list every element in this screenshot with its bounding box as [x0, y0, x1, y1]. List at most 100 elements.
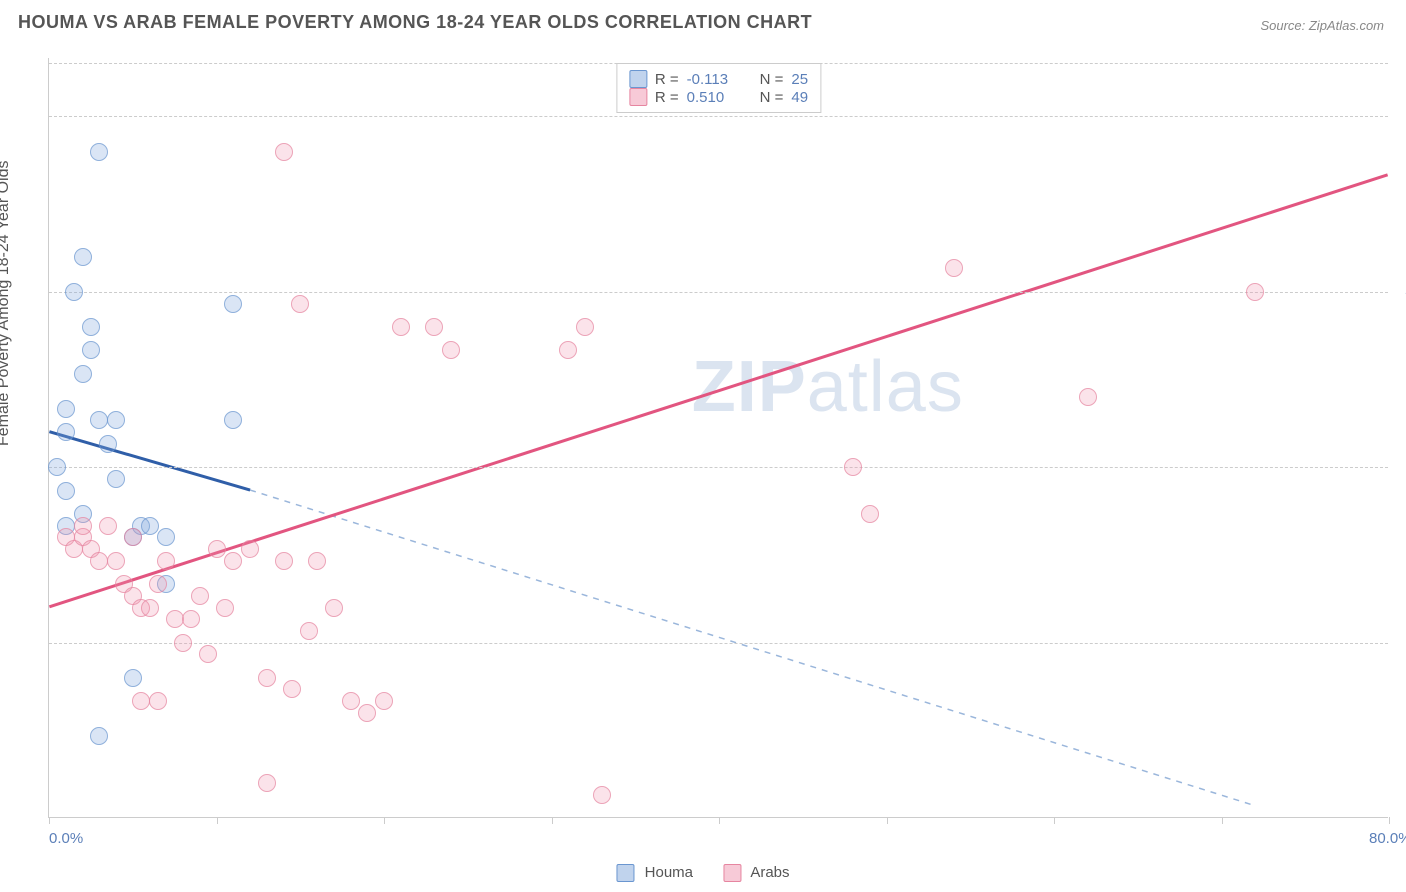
data-point — [107, 411, 125, 429]
data-point — [283, 680, 301, 698]
gridline — [49, 292, 1388, 293]
data-point — [945, 259, 963, 277]
gridline — [49, 467, 1388, 468]
xtick-label: 80.0% — [1369, 830, 1406, 847]
data-point — [342, 692, 360, 710]
gridline — [49, 116, 1388, 117]
data-point — [241, 540, 259, 558]
chart-title: HOUMA VS ARAB FEMALE POVERTY AMONG 18-24… — [18, 12, 812, 33]
gridline — [49, 643, 1388, 644]
y-axis-label: Female Poverty Among 18-24 Year Olds — [0, 161, 13, 447]
data-point — [90, 727, 108, 745]
legend-item-arabs: Arabs — [723, 864, 790, 882]
data-point — [157, 552, 175, 570]
xtick — [1054, 817, 1055, 824]
n-label: N = — [760, 71, 784, 88]
data-point — [425, 318, 443, 336]
data-point — [74, 517, 92, 535]
legend-label-houma: Houma — [645, 864, 693, 881]
data-point — [300, 622, 318, 640]
data-point — [593, 786, 611, 804]
data-point — [90, 143, 108, 161]
xtick — [719, 817, 720, 824]
data-point — [149, 575, 167, 593]
data-point — [1246, 283, 1264, 301]
data-point — [74, 248, 92, 266]
swatch-blue-icon — [629, 70, 647, 88]
legend-label-arabs: Arabs — [750, 864, 789, 881]
data-point — [48, 458, 66, 476]
xtick — [1389, 817, 1390, 824]
correlation-legend: R = -0.113 N = 25 R = 0.510 N = 49 — [616, 63, 821, 113]
xtick-label: 0.0% — [49, 830, 83, 847]
xtick — [887, 817, 888, 824]
swatch-pink-icon — [629, 88, 647, 106]
data-point — [442, 341, 460, 359]
r-label: R = — [655, 71, 679, 88]
data-point — [191, 587, 209, 605]
data-point — [291, 295, 309, 313]
legend-row-houma: R = -0.113 N = 25 — [629, 70, 808, 88]
data-point — [90, 552, 108, 570]
data-point — [375, 692, 393, 710]
data-point — [358, 704, 376, 722]
data-point — [224, 411, 242, 429]
data-point — [216, 599, 234, 617]
data-point — [308, 552, 326, 570]
data-point — [57, 423, 75, 441]
data-point — [275, 143, 293, 161]
data-point — [124, 528, 142, 546]
swatch-blue-icon — [616, 864, 634, 882]
data-point — [157, 528, 175, 546]
n-value-arabs: 49 — [791, 89, 808, 106]
data-point — [57, 482, 75, 500]
n-label: N = — [760, 89, 784, 106]
data-point — [65, 283, 83, 301]
data-point — [1079, 388, 1097, 406]
data-point — [844, 458, 862, 476]
data-point — [166, 610, 184, 628]
data-point — [132, 692, 150, 710]
data-point — [99, 517, 117, 535]
data-point — [124, 669, 142, 687]
r-value-arabs: 0.510 — [687, 89, 742, 106]
xtick — [1222, 817, 1223, 824]
data-point — [392, 318, 410, 336]
chart-plot-area: ZIPatlas R = -0.113 N = 25 R = 0.510 N =… — [48, 58, 1388, 818]
data-point — [325, 599, 343, 617]
data-point — [258, 669, 276, 687]
data-point — [107, 470, 125, 488]
data-point — [275, 552, 293, 570]
data-point — [141, 517, 159, 535]
xtick — [384, 817, 385, 824]
legend-row-arabs: R = 0.510 N = 49 — [629, 88, 808, 106]
data-point — [199, 645, 217, 663]
data-point — [107, 552, 125, 570]
source-attribution: Source: ZipAtlas.com — [1260, 18, 1384, 33]
xtick — [49, 817, 50, 824]
data-point — [74, 365, 92, 383]
trend-lines-layer — [49, 58, 1388, 817]
data-point — [861, 505, 879, 523]
data-point — [224, 552, 242, 570]
legend-item-houma: Houma — [616, 864, 693, 882]
data-point — [174, 634, 192, 652]
series-legend: Houma Arabs — [616, 864, 789, 882]
r-label: R = — [655, 89, 679, 106]
data-point — [208, 540, 226, 558]
data-point — [182, 610, 200, 628]
data-point — [224, 295, 242, 313]
r-value-houma: -0.113 — [687, 71, 742, 88]
trend-line — [250, 490, 1254, 805]
data-point — [82, 318, 100, 336]
swatch-pink-icon — [723, 864, 741, 882]
xtick — [217, 817, 218, 824]
data-point — [559, 341, 577, 359]
data-point — [576, 318, 594, 336]
data-point — [57, 400, 75, 418]
data-point — [149, 692, 167, 710]
gridline — [49, 63, 1388, 64]
data-point — [90, 411, 108, 429]
data-point — [99, 435, 117, 453]
data-point — [82, 341, 100, 359]
